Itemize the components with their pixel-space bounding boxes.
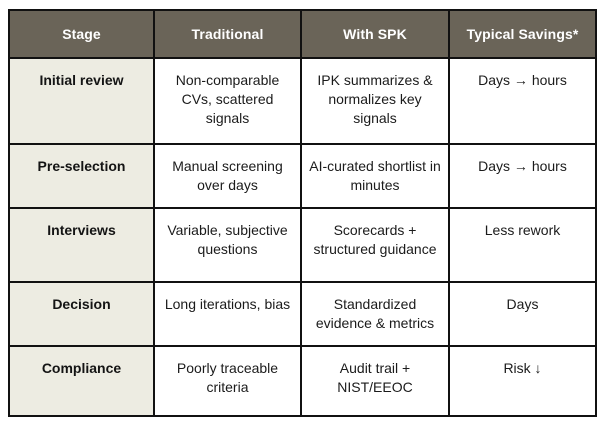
comparison-table: Stage Traditional With SPK Typical Savin… — [8, 9, 597, 417]
savings-cell: Days → hours — [448, 143, 597, 209]
stage-cell: Initial review — [8, 57, 155, 145]
with-spk-cell: Scorecards + structured guidance — [300, 207, 450, 283]
header-cell-with-spk: With SPK — [300, 9, 450, 59]
stage-cell: Compliance — [8, 345, 155, 417]
savings-cell: Risk ↓ — [448, 345, 597, 417]
table-row: Initial review Non-comparable CVs, scatt… — [8, 57, 597, 145]
traditional-cell: Long iterations, bias — [153, 281, 302, 347]
header-cell-typical-savings: Typical Savings* — [448, 9, 597, 59]
table-container: Stage Traditional With SPK Typical Savin… — [8, 9, 597, 417]
table-row: Compliance Poorly traceable criteria Aud… — [8, 345, 597, 417]
with-spk-cell: Audit trail + NIST/EEOC — [300, 345, 450, 417]
with-spk-cell: IPK summarizes & normalizes key signals — [300, 57, 450, 145]
header-cell-stage: Stage — [8, 9, 155, 59]
traditional-cell: Poorly traceable criteria — [153, 345, 302, 417]
traditional-cell: Manual screening over days — [153, 143, 302, 209]
with-spk-cell: Standardized evidence & metrics — [300, 281, 450, 347]
stage-cell: Pre-selection — [8, 143, 155, 209]
savings-cell: Days — [448, 281, 597, 347]
header-cell-traditional: Traditional — [153, 9, 302, 59]
savings-cell: Days → hours — [448, 57, 597, 145]
traditional-cell: Non-comparable CVs, scattered signals — [153, 57, 302, 145]
table-row: Decision Long iterations, bias Standardi… — [8, 281, 597, 347]
stage-cell: Interviews — [8, 207, 155, 283]
traditional-cell: Variable, subjective questions — [153, 207, 302, 283]
with-spk-cell: AI-curated shortlist in minutes — [300, 143, 450, 209]
header-row: Stage Traditional With SPK Typical Savin… — [8, 9, 597, 59]
stage-cell: Decision — [8, 281, 155, 347]
table-row: Interviews Variable, subjective question… — [8, 207, 597, 283]
table-row: Pre-selection Manual screening over days… — [8, 143, 597, 209]
savings-cell: Less rework — [448, 207, 597, 283]
